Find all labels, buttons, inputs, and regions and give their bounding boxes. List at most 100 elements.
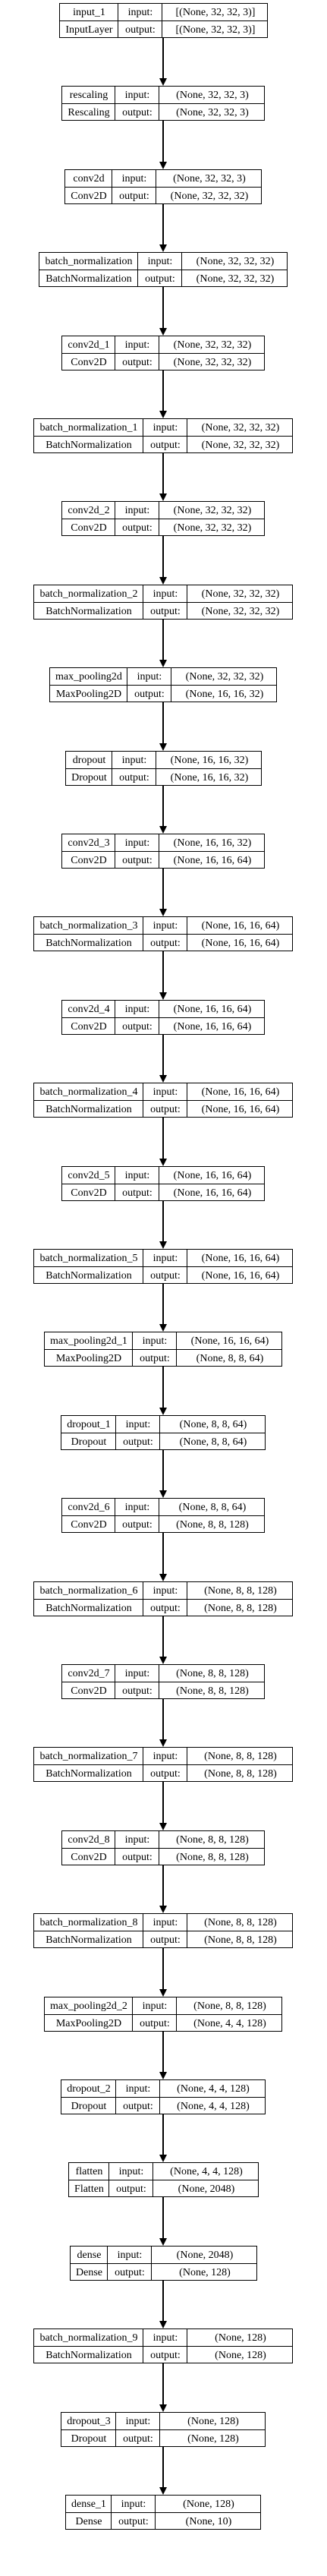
output-label: output: <box>150 1269 181 1282</box>
output-label: output: <box>150 1934 181 1946</box>
input-shape: (None, 8, 8, 64) <box>178 1501 247 1513</box>
connector-arrow-line <box>162 287 164 328</box>
row-divider <box>61 2429 265 2430</box>
row-divider <box>66 768 261 769</box>
input-shape: (None, 2048) <box>176 2249 234 2261</box>
input-label: input: <box>127 6 153 18</box>
layer-name: input_1 <box>73 6 105 18</box>
output-shape: (None, 16, 16, 64) <box>201 1103 280 1115</box>
arrow-head-icon <box>159 493 167 501</box>
layer-node: batch_normalization_5 BatchNormalization i… <box>33 1249 293 1284</box>
arrow-head-icon <box>159 78 167 86</box>
input-shape: (None, 16, 16, 64) <box>201 1252 280 1264</box>
layer-name: dense_1 <box>71 2498 106 2510</box>
connector-arrow-line <box>162 2281 164 2321</box>
layer-name: batch_normalization <box>45 255 133 267</box>
input-shape: (None, 8, 8, 128) <box>176 1833 249 1846</box>
input-label: input: <box>124 837 150 849</box>
layer-type: Dense <box>76 2266 102 2278</box>
output-label: output: <box>119 771 149 784</box>
row-divider <box>62 1515 264 1516</box>
connector-arrow-line <box>162 1616 164 1657</box>
output-label: output: <box>122 1685 152 1697</box>
layer-name: rescaling <box>69 89 108 101</box>
layer-node: conv2d_3 Conv2D input: output: (None, 16, 16… <box>61 834 265 869</box>
layer-node: conv2d_8 Conv2D input: output: (None, 8, 8, … <box>61 1830 265 1865</box>
output-label: output: <box>123 2100 153 2112</box>
connector-arrow-line <box>162 1865 164 1906</box>
layer-name: dropout <box>72 754 106 766</box>
connector-arrow-line <box>162 204 164 244</box>
layer-name: dense <box>77 2249 102 2261</box>
layer-type: Conv2D <box>71 522 107 534</box>
row-divider <box>34 2346 292 2347</box>
output-shape: (None, 128) <box>215 2349 266 2361</box>
layer-name: batch_normalization_2 <box>39 588 138 600</box>
output-shape: (None, 32, 32, 32) <box>201 439 280 451</box>
arrow-head-icon <box>159 411 167 418</box>
arrow-head-icon <box>159 743 167 751</box>
row-divider <box>62 103 264 104</box>
row-divider <box>34 602 292 603</box>
layer-type: Conv2D <box>71 1851 107 1863</box>
layer-type: BatchNormalization <box>46 1934 132 1946</box>
output-label: output: <box>123 1436 153 1448</box>
input-label: input: <box>152 588 178 600</box>
input-label: input: <box>152 1584 178 1597</box>
layer-node: dropout Dropout input: output: (None, 16, 16… <box>65 751 262 786</box>
layer-node: conv2d_7 Conv2D input: output: (None, 8, 8, … <box>61 1664 265 1699</box>
layer-type: BatchNormalization <box>46 1269 132 1282</box>
layer-type: MaxPooling2D <box>55 1352 122 1364</box>
output-label: output: <box>118 2515 149 2527</box>
connector-arrow-line <box>162 370 164 411</box>
input-shape: (None, 128) <box>215 2332 266 2344</box>
arrow-head-icon <box>159 992 167 1000</box>
connector-arrow-line <box>162 620 164 660</box>
connector-arrow-line <box>162 951 164 992</box>
connector-arrow-line <box>162 1201 164 1241</box>
row-divider <box>62 1848 264 1849</box>
output-shape: (None, 8, 8, 128) <box>204 1767 277 1780</box>
output-label: output: <box>125 24 156 36</box>
arrow-head-icon <box>159 1075 167 1083</box>
layer-type: BatchNormalization <box>46 1103 132 1115</box>
output-label: output: <box>122 1518 152 1531</box>
output-shape: (None, 32, 32, 32) <box>173 356 252 368</box>
output-shape: (None, 32, 32, 32) <box>196 273 275 285</box>
input-shape: (None, 32, 32, 3) <box>173 172 246 184</box>
input-label: input: <box>117 2249 143 2261</box>
input-label: input: <box>118 2165 144 2177</box>
layer-node: max_pooling2d_1 MaxPooling2D input: output:… <box>44 1332 282 1367</box>
connector-arrow-line <box>162 121 164 162</box>
row-divider <box>62 353 264 354</box>
row-divider <box>62 851 264 852</box>
layer-name: max_pooling2d_1 <box>50 1335 127 1347</box>
layer-type: Conv2D <box>71 1020 107 1033</box>
arrow-head-icon <box>159 1989 167 1997</box>
output-label: output: <box>122 106 152 118</box>
output-label: output: <box>150 1103 181 1115</box>
layer-node: batch_normalization_4 BatchNormalization i… <box>33 1083 293 1118</box>
arrow-head-icon <box>159 1241 167 1249</box>
row-divider <box>50 685 276 686</box>
connector-arrow-line <box>162 453 164 493</box>
layer-name: batch_normalization_6 <box>39 1584 138 1597</box>
arrow-head-icon <box>159 1657 167 1664</box>
layer-type: BatchNormalization <box>46 1602 132 1614</box>
input-shape: (None, 32, 32, 32) <box>185 670 264 683</box>
input-label: input: <box>125 2415 151 2427</box>
output-shape: (None, 16, 16, 64) <box>201 937 280 949</box>
layer-node: dropout_3 Dropout input: output: (None, 128)… <box>61 2412 266 2447</box>
output-shape: (None, 32, 32, 32) <box>201 605 280 617</box>
layer-name: conv2d_7 <box>68 1667 110 1679</box>
row-divider <box>66 2512 260 2513</box>
input-label: input: <box>125 2083 151 2095</box>
input-label: input: <box>152 1086 178 1098</box>
input-label: input: <box>152 1750 178 1762</box>
input-label: input: <box>124 504 150 516</box>
layer-name: conv2d_5 <box>68 1169 110 1181</box>
output-label: output: <box>115 2266 145 2278</box>
input-label: input: <box>137 670 162 683</box>
layer-type: Rescaling <box>68 106 110 118</box>
output-shape: (None, 32, 32, 32) <box>173 522 252 534</box>
